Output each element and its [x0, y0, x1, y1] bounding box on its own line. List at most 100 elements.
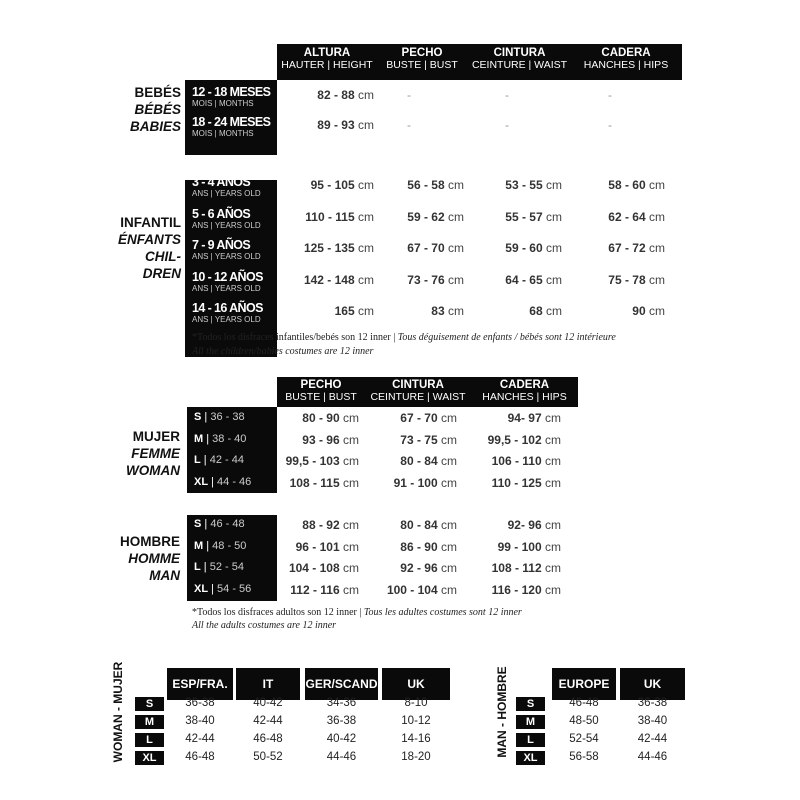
age-range: 14 - 16 AÑOS [192, 301, 263, 315]
conversion-cell: 18-20 [401, 751, 431, 763]
age-unit: ANS | YEARS OLD [192, 315, 261, 324]
unit: cm [649, 178, 665, 192]
measurement-cell: 99,5 - 102 cm [451, 433, 561, 447]
empty-value: - [608, 118, 612, 132]
measurement-cell: - [477, 118, 537, 132]
note-en: All the children/babies costumes are 12 … [192, 346, 374, 357]
unit: cm [545, 582, 561, 597]
measurement-cell: 116 - 120 cm [451, 583, 561, 597]
value: 80 - 90 [302, 411, 340, 425]
measurement-cell: 104 - 108 cm [249, 561, 359, 575]
group-label-line: BEBÉS [134, 85, 181, 100]
row-label: 12 - 18 MESES MOIS | MONTHS [192, 86, 271, 109]
size-tag: M [516, 715, 545, 729]
column-title: CADERA [499, 379, 550, 391]
unit: cm [448, 209, 464, 224]
conversion-column-header: EUROPE [552, 668, 616, 700]
value: 93 - 96 [302, 432, 340, 447]
value: 67 - 70 [407, 241, 445, 255]
row-label: 3 - 4 AÑOS ANS | YEARS OLD [192, 176, 261, 199]
value: 92- 96 [507, 518, 542, 532]
conversion-cell: 48-50 [569, 715, 599, 727]
column-subtitle: CEINTURE | WAIST [471, 59, 568, 71]
conversion-cell: 38-40 [185, 715, 215, 727]
value: 89 - 93 [317, 118, 355, 132]
age-range: 18 - 24 MESES [192, 115, 271, 129]
size-range: 38 - 40 [212, 432, 247, 445]
measurement-cell: 95 - 105 cm [264, 178, 374, 192]
size-tag: XL [516, 751, 545, 765]
measurement-cell: 55 - 57 cm [452, 210, 562, 224]
unit: cm [546, 272, 562, 287]
adults-footnote-en: All the adults costumes are 12 inner [192, 620, 336, 631]
measurement-cell: - [477, 88, 537, 102]
note-en: All the adults costumes are 12 inner [192, 620, 337, 631]
size-label-box: S | 36 - 38 M | 38 - 40 L | 42 - 44 XL | 44… [187, 407, 277, 493]
size-range: 54 - 56 [217, 582, 252, 595]
conversion-cell: 42-44 [185, 733, 215, 745]
size-tag: S [516, 697, 545, 711]
measurement-cell: 75 - 78 cm [555, 273, 665, 287]
empty-value: - [407, 118, 411, 132]
value: 55 - 57 [505, 209, 543, 224]
column-subtitle: HANCHES | HIPS [482, 391, 567, 403]
unit: cm [358, 88, 374, 102]
size-letter: L [194, 561, 201, 573]
age-unit: ANS | YEARS OLD [192, 283, 261, 293]
measurement-cell: 106 - 110 cm [451, 454, 561, 468]
group-label-line: FEMME [131, 446, 180, 461]
conversion-column-header: UK [382, 668, 450, 700]
value: 75 - 78 [608, 272, 646, 287]
measurement-cell: 68 cm [452, 304, 562, 318]
age-unit: ANS | YEARS OLD [192, 189, 261, 198]
unit: cm [448, 272, 464, 287]
conversion-cell: 56-58 [569, 751, 599, 763]
measurement-cell: 59 - 62 cm [354, 210, 464, 224]
size-label: XL | 54 - 56 [194, 582, 252, 595]
unit: cm [545, 454, 561, 468]
unit: cm [358, 209, 374, 224]
children-group-label: INFANTIL ÉNFANTS CHIL- DREN [61, 214, 181, 282]
conversion-cell: 46-48 [253, 733, 283, 745]
value: 110 - 125 [491, 475, 542, 490]
unit: cm [441, 539, 457, 554]
value: 104 - 108 [288, 561, 340, 575]
empty-value: - [407, 88, 411, 102]
measurement-cell: 67 - 70 cm [354, 241, 464, 255]
unit: cm [441, 561, 457, 575]
babies-group-label: BEBÉS BÉBÉS BABIES [61, 84, 181, 135]
value: 92 - 96 [400, 561, 438, 575]
conversion-cell: 8-10 [404, 697, 428, 709]
unit: cm [546, 241, 562, 255]
size-letter: XL [194, 475, 209, 488]
value: 83 [431, 304, 445, 318]
note-fr: Tous les adultes costumes sont 12 inner [363, 607, 522, 618]
unit: cm [649, 304, 665, 318]
unit: cm [545, 475, 561, 490]
column-header: PECHO BUSTE | BUST [377, 47, 467, 71]
value: 53 - 55 [505, 178, 543, 192]
measurement-cell: 112 - 116 cm [249, 583, 359, 597]
conversion-cell: 10-12 [401, 715, 431, 727]
conversion-column-header: IT [236, 668, 300, 700]
size-label-box: S | 46 - 48 M | 48 - 50 L | 52 - 54 XL | 54… [187, 515, 277, 601]
conversion-cell: 46-48 [569, 697, 599, 709]
measurement-cell: 165 cm [264, 304, 374, 318]
size-range: 42 - 44 [209, 454, 244, 466]
unit: cm [343, 411, 359, 425]
conversion-cell: 44-46 [326, 751, 357, 763]
column-header: ALTURA HAUTER | HEIGHT [277, 47, 377, 71]
size-tag: L [135, 733, 164, 747]
size-letter: XL [194, 582, 209, 595]
value: 100 - 104 [386, 582, 438, 597]
size-range: 48 - 50 [212, 539, 247, 552]
unit: cm [343, 539, 359, 554]
measurement-cell: 108 - 115 cm [249, 476, 359, 490]
group-label-line: DREN [142, 266, 181, 281]
conversion-cell: 34-36 [326, 697, 357, 709]
unit: cm [441, 411, 457, 425]
size-label: M | 38 - 40 [194, 432, 247, 445]
value: 73 - 76 [407, 272, 445, 287]
value: 56 - 58 [407, 178, 445, 192]
value: 165 [334, 304, 355, 318]
